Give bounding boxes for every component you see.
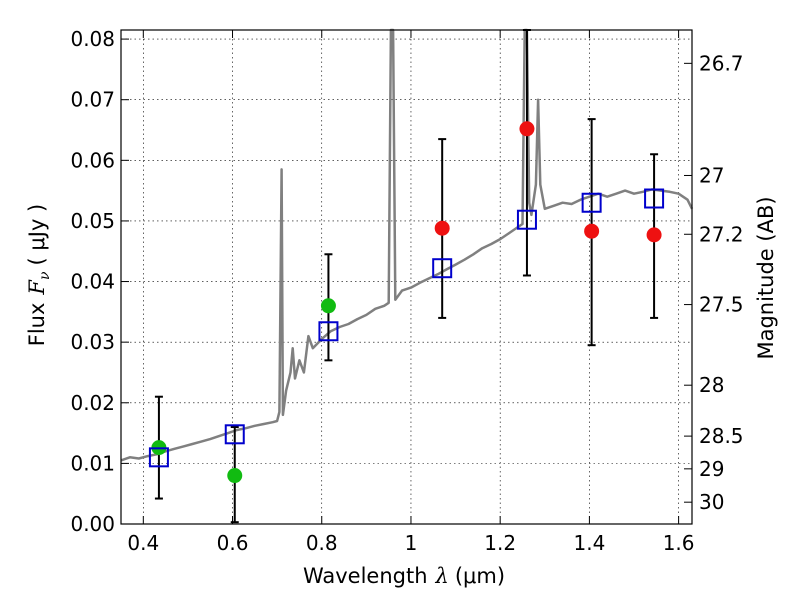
- right-tick-label: 26.7: [699, 51, 744, 75]
- y-tick-label: 0.05: [70, 209, 115, 233]
- model-photometry-square: [148, 447, 169, 468]
- right-tick-label: 27.5: [699, 293, 744, 317]
- model-photometry-square: [516, 209, 537, 230]
- x-tick-label: 1: [405, 531, 418, 555]
- right-tick-label: 29: [699, 457, 724, 481]
- observed-red-point: [434, 220, 450, 236]
- x-axis-label: Wavelength λ (μm): [303, 564, 505, 588]
- y-tick-label: 0.08: [70, 27, 115, 51]
- observed-green-point: [227, 468, 243, 484]
- right-tick-label: 27: [699, 163, 724, 187]
- y-tick-label: 0.02: [70, 391, 115, 415]
- model-photometry-square: [432, 258, 453, 279]
- x-tick-label: 0.8: [306, 531, 338, 555]
- synthetic-green-err-point: [320, 298, 336, 314]
- x-tick-label: 0.6: [217, 531, 249, 555]
- plot-frame: [120, 29, 693, 525]
- observed-red-point: [584, 223, 600, 239]
- x-tick-label: 0.4: [127, 531, 159, 555]
- observed-red-point: [519, 121, 535, 137]
- model-photometry-square: [581, 192, 602, 213]
- points-layer: [148, 29, 665, 524]
- model-spectrum-line: [120, 28, 694, 462]
- grid-layer: [121, 30, 692, 525]
- y-tick-label: 0.07: [70, 88, 115, 112]
- y-axis-label: FluxFν( μJy ): [25, 204, 53, 346]
- ticks-layer: 0.4 0.6 0.8 1 1.2 1.4 1.6 0.00 0.01 0.02 0.03 0.04 0…: [70, 27, 743, 555]
- y-tick-label: 0.03: [70, 330, 115, 354]
- model-photometry-square: [644, 188, 665, 209]
- x-tick-label: 1.6: [663, 531, 695, 555]
- y-tick-label: 0.04: [70, 270, 115, 294]
- right-tick-label: 30: [699, 490, 724, 514]
- observed-red-point: [646, 227, 662, 243]
- x-tick-label: 1.4: [573, 531, 605, 555]
- right-tick-label: 27.2: [699, 222, 744, 246]
- frame-layer: [120, 29, 693, 525]
- right-axis-label: Magnitude (AB): [754, 196, 778, 359]
- model-layer: [120, 28, 694, 462]
- right-tick-label: 28.5: [699, 424, 744, 448]
- model-photometry-square: [318, 321, 339, 342]
- model-photometry-square: [224, 424, 245, 445]
- y-tick-label: 0.01: [70, 451, 115, 475]
- y-tick-label: 0.00: [70, 512, 115, 536]
- x-tick-label: 1.2: [484, 531, 516, 555]
- y-tick-label: 0.06: [70, 148, 115, 172]
- right-tick-label: 28: [699, 373, 724, 397]
